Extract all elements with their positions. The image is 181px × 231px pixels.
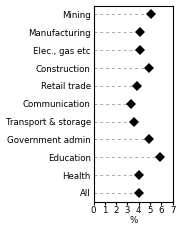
X-axis label: %: % — [129, 216, 137, 225]
